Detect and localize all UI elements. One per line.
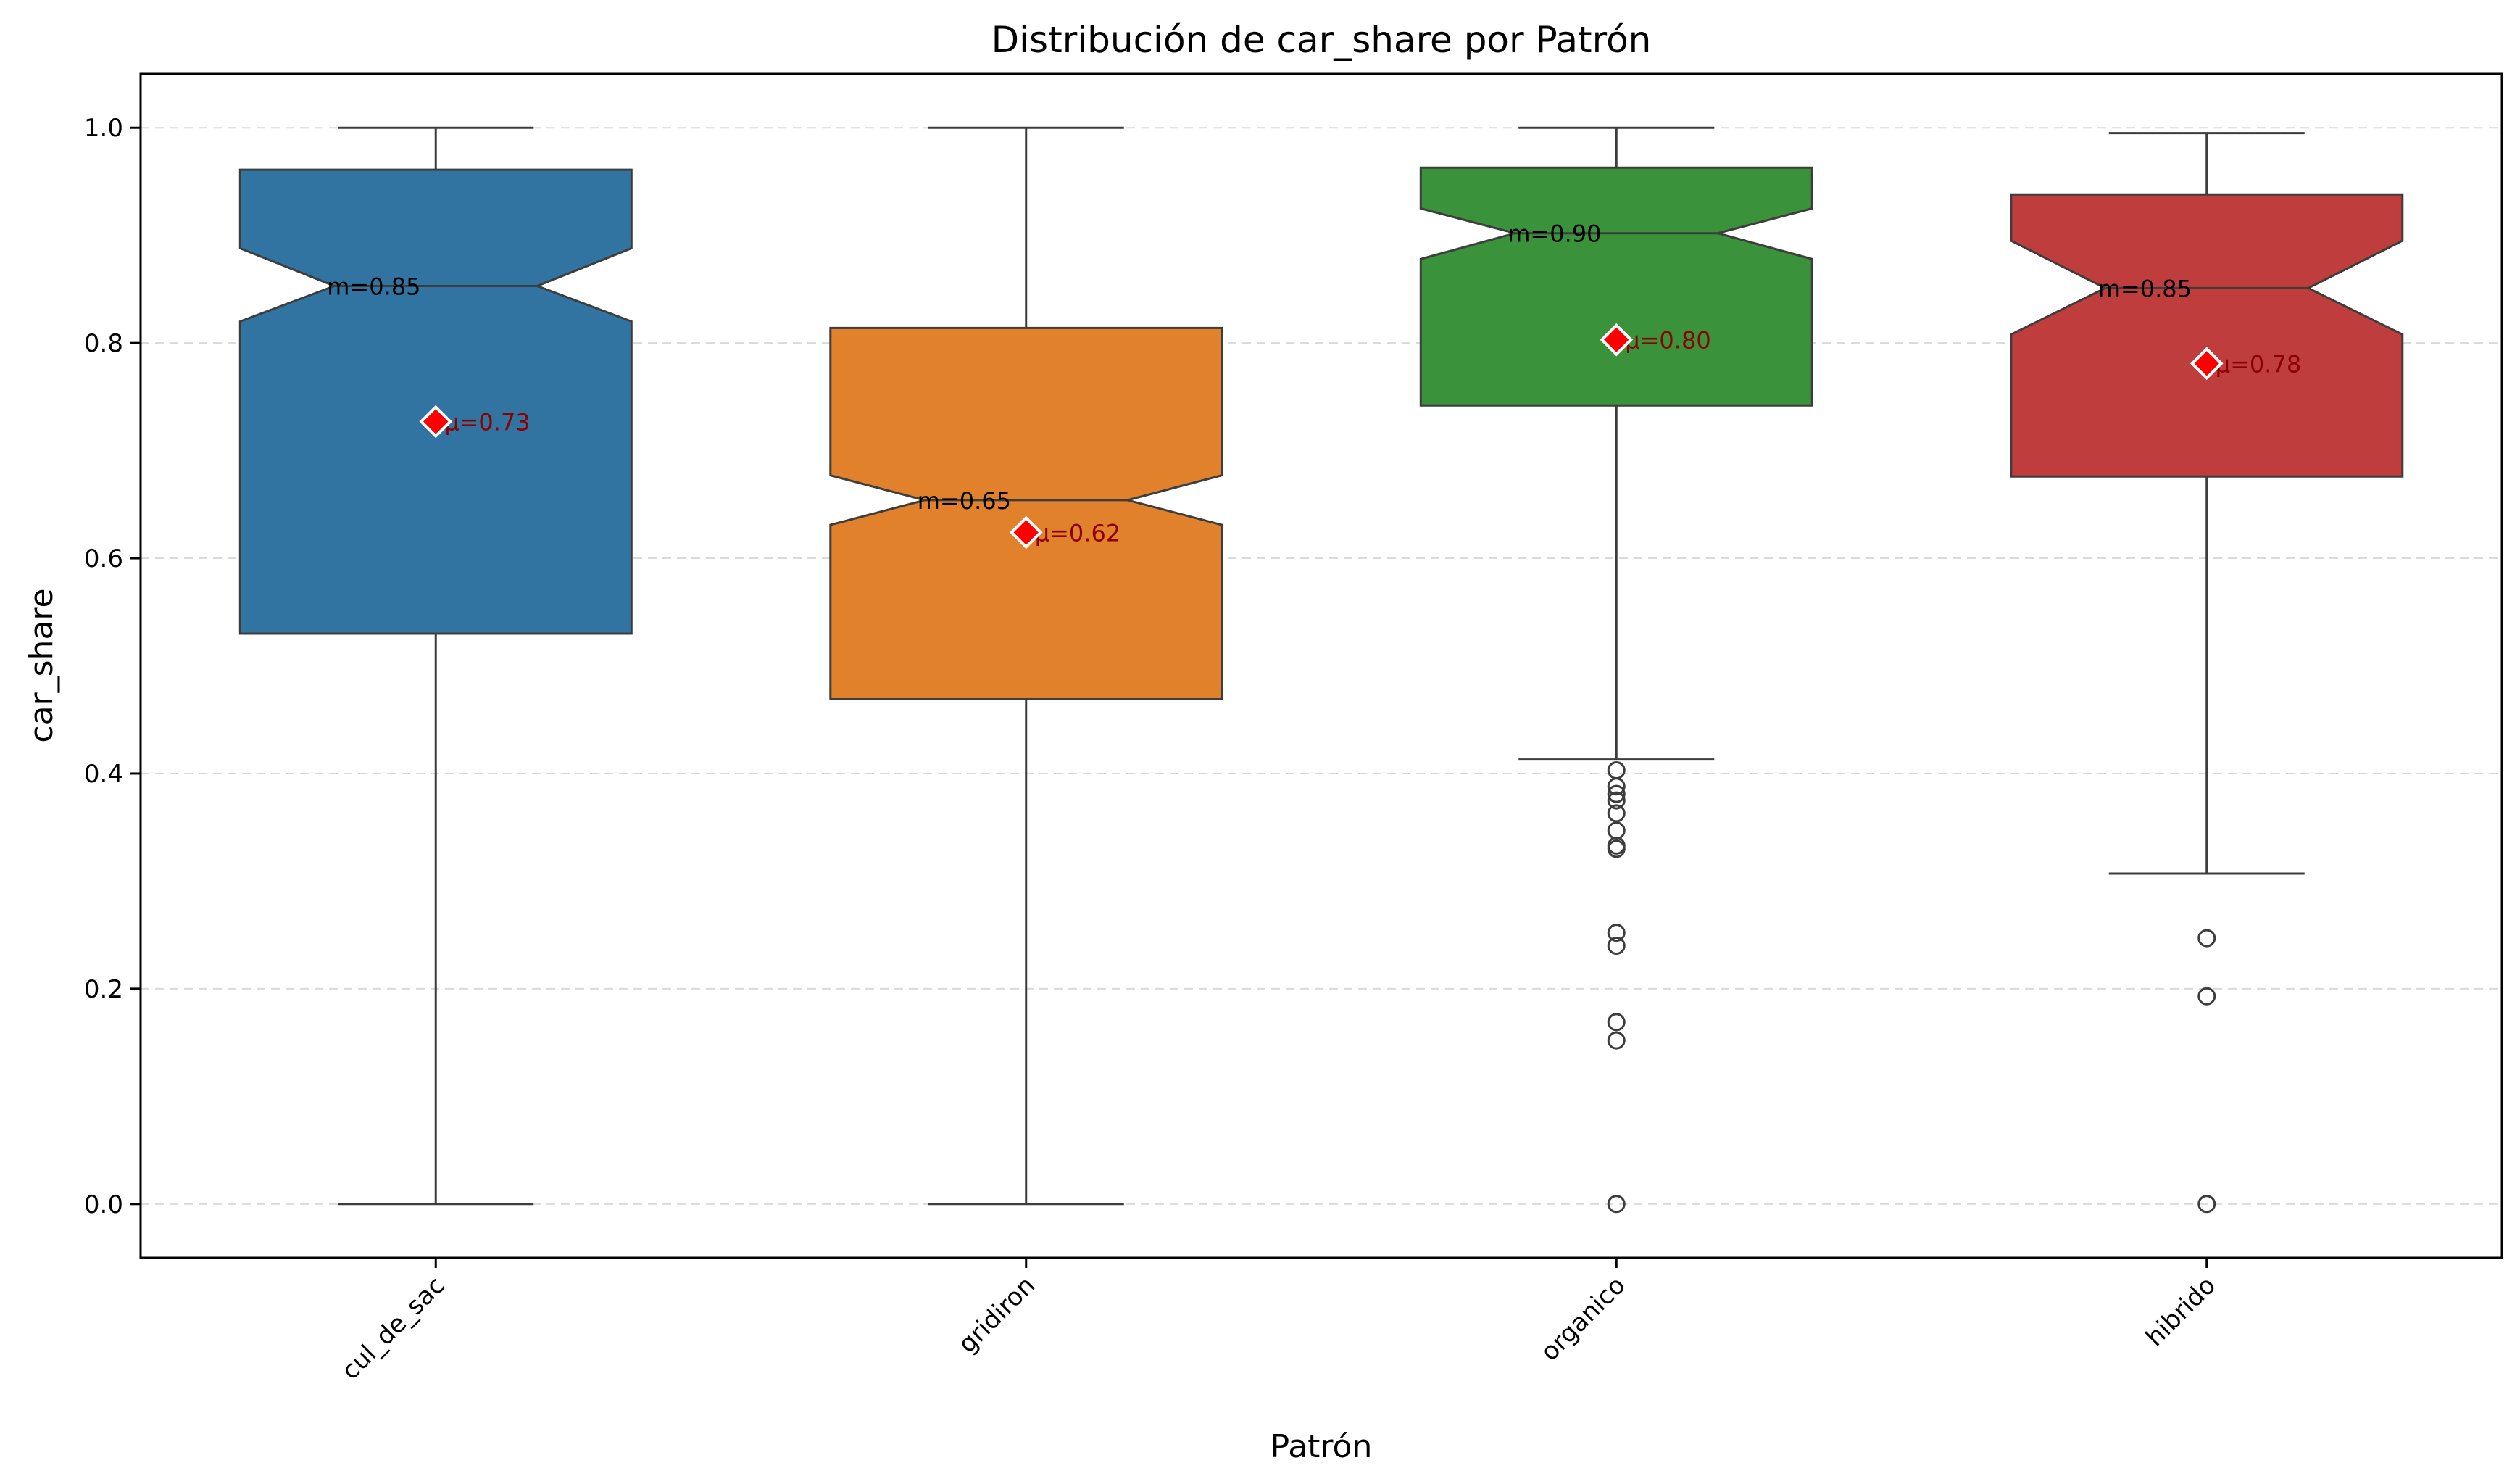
y-tick-label: 0.4 (84, 760, 123, 789)
outlier-point (2197, 1195, 2216, 1214)
mean-label: μ=0.80 (1625, 327, 1710, 355)
box-body (238, 168, 633, 635)
annotation-layer: m=0.85 μ=0.73 m=0.65 μ=0.62 m=0.90 μ=0.80 m=0.… (327, 220, 2301, 550)
box-organico (1419, 126, 1813, 1214)
mean-marker (1600, 323, 1634, 357)
y-tick-label: 0.2 (84, 975, 123, 1004)
median-label: m=0.85 (2098, 275, 2192, 302)
y-axis-label: car_share (23, 588, 60, 742)
median-label: m=0.90 (1508, 220, 1601, 248)
y-tick-label: 1.0 (84, 114, 123, 143)
outlier-point (1607, 1013, 1626, 1032)
median-label: m=0.65 (918, 487, 1011, 515)
outlier-point (1607, 840, 1626, 858)
y-tick-label: 0.0 (84, 1190, 123, 1219)
x-axis-label: Patrón (1271, 1428, 1373, 1465)
chart-title: Distribución de car_share por Patrón (991, 19, 1652, 61)
mean-marker (419, 405, 453, 439)
box-body (1419, 166, 1813, 407)
box-gridiron (829, 126, 1223, 1206)
mean-marker (1009, 515, 1043, 550)
median-label: m=0.85 (327, 273, 420, 300)
box-cul_de_sac (238, 126, 633, 1206)
y-tick-label: 0.8 (84, 329, 123, 358)
mean-marker (2190, 347, 2224, 381)
box-layer (238, 126, 2404, 1214)
mean-label: μ=0.73 (444, 409, 530, 436)
outlier-point (2197, 987, 2216, 1006)
mean-label: μ=0.62 (1035, 519, 1120, 547)
box-body (829, 326, 1223, 700)
y-tick-label: 0.6 (84, 544, 123, 573)
outlier-point (1607, 924, 1626, 942)
outlier-point (2197, 929, 2216, 948)
box-body (2010, 193, 2404, 478)
plot-area-frame (139, 72, 2503, 1259)
outlier-point (1607, 936, 1626, 955)
outlier-point (1607, 784, 1626, 803)
outlier-point (1607, 804, 1626, 823)
box-hibrido (2010, 132, 2404, 1214)
outlier-point (1607, 1031, 1626, 1050)
outlier-point (1607, 1195, 1626, 1214)
mean-label: μ=0.78 (2216, 350, 2301, 378)
outlier-point (1607, 777, 1626, 796)
outlier-point (1607, 791, 1626, 810)
